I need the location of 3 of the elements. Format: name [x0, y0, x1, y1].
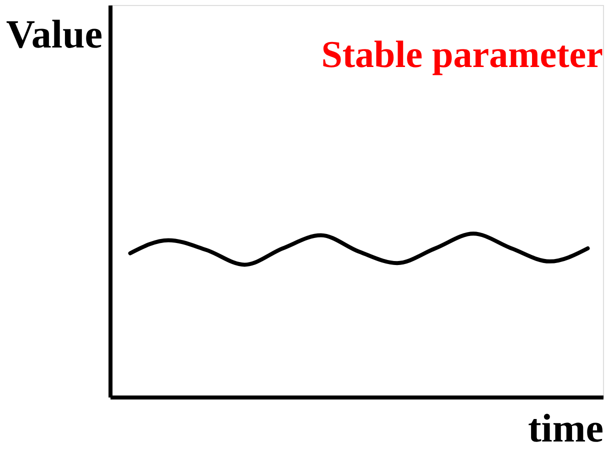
y-axis-title: Value: [6, 12, 102, 56]
x-axis-title: time: [528, 406, 604, 450]
chart-title: Stable parameter: [321, 34, 604, 76]
